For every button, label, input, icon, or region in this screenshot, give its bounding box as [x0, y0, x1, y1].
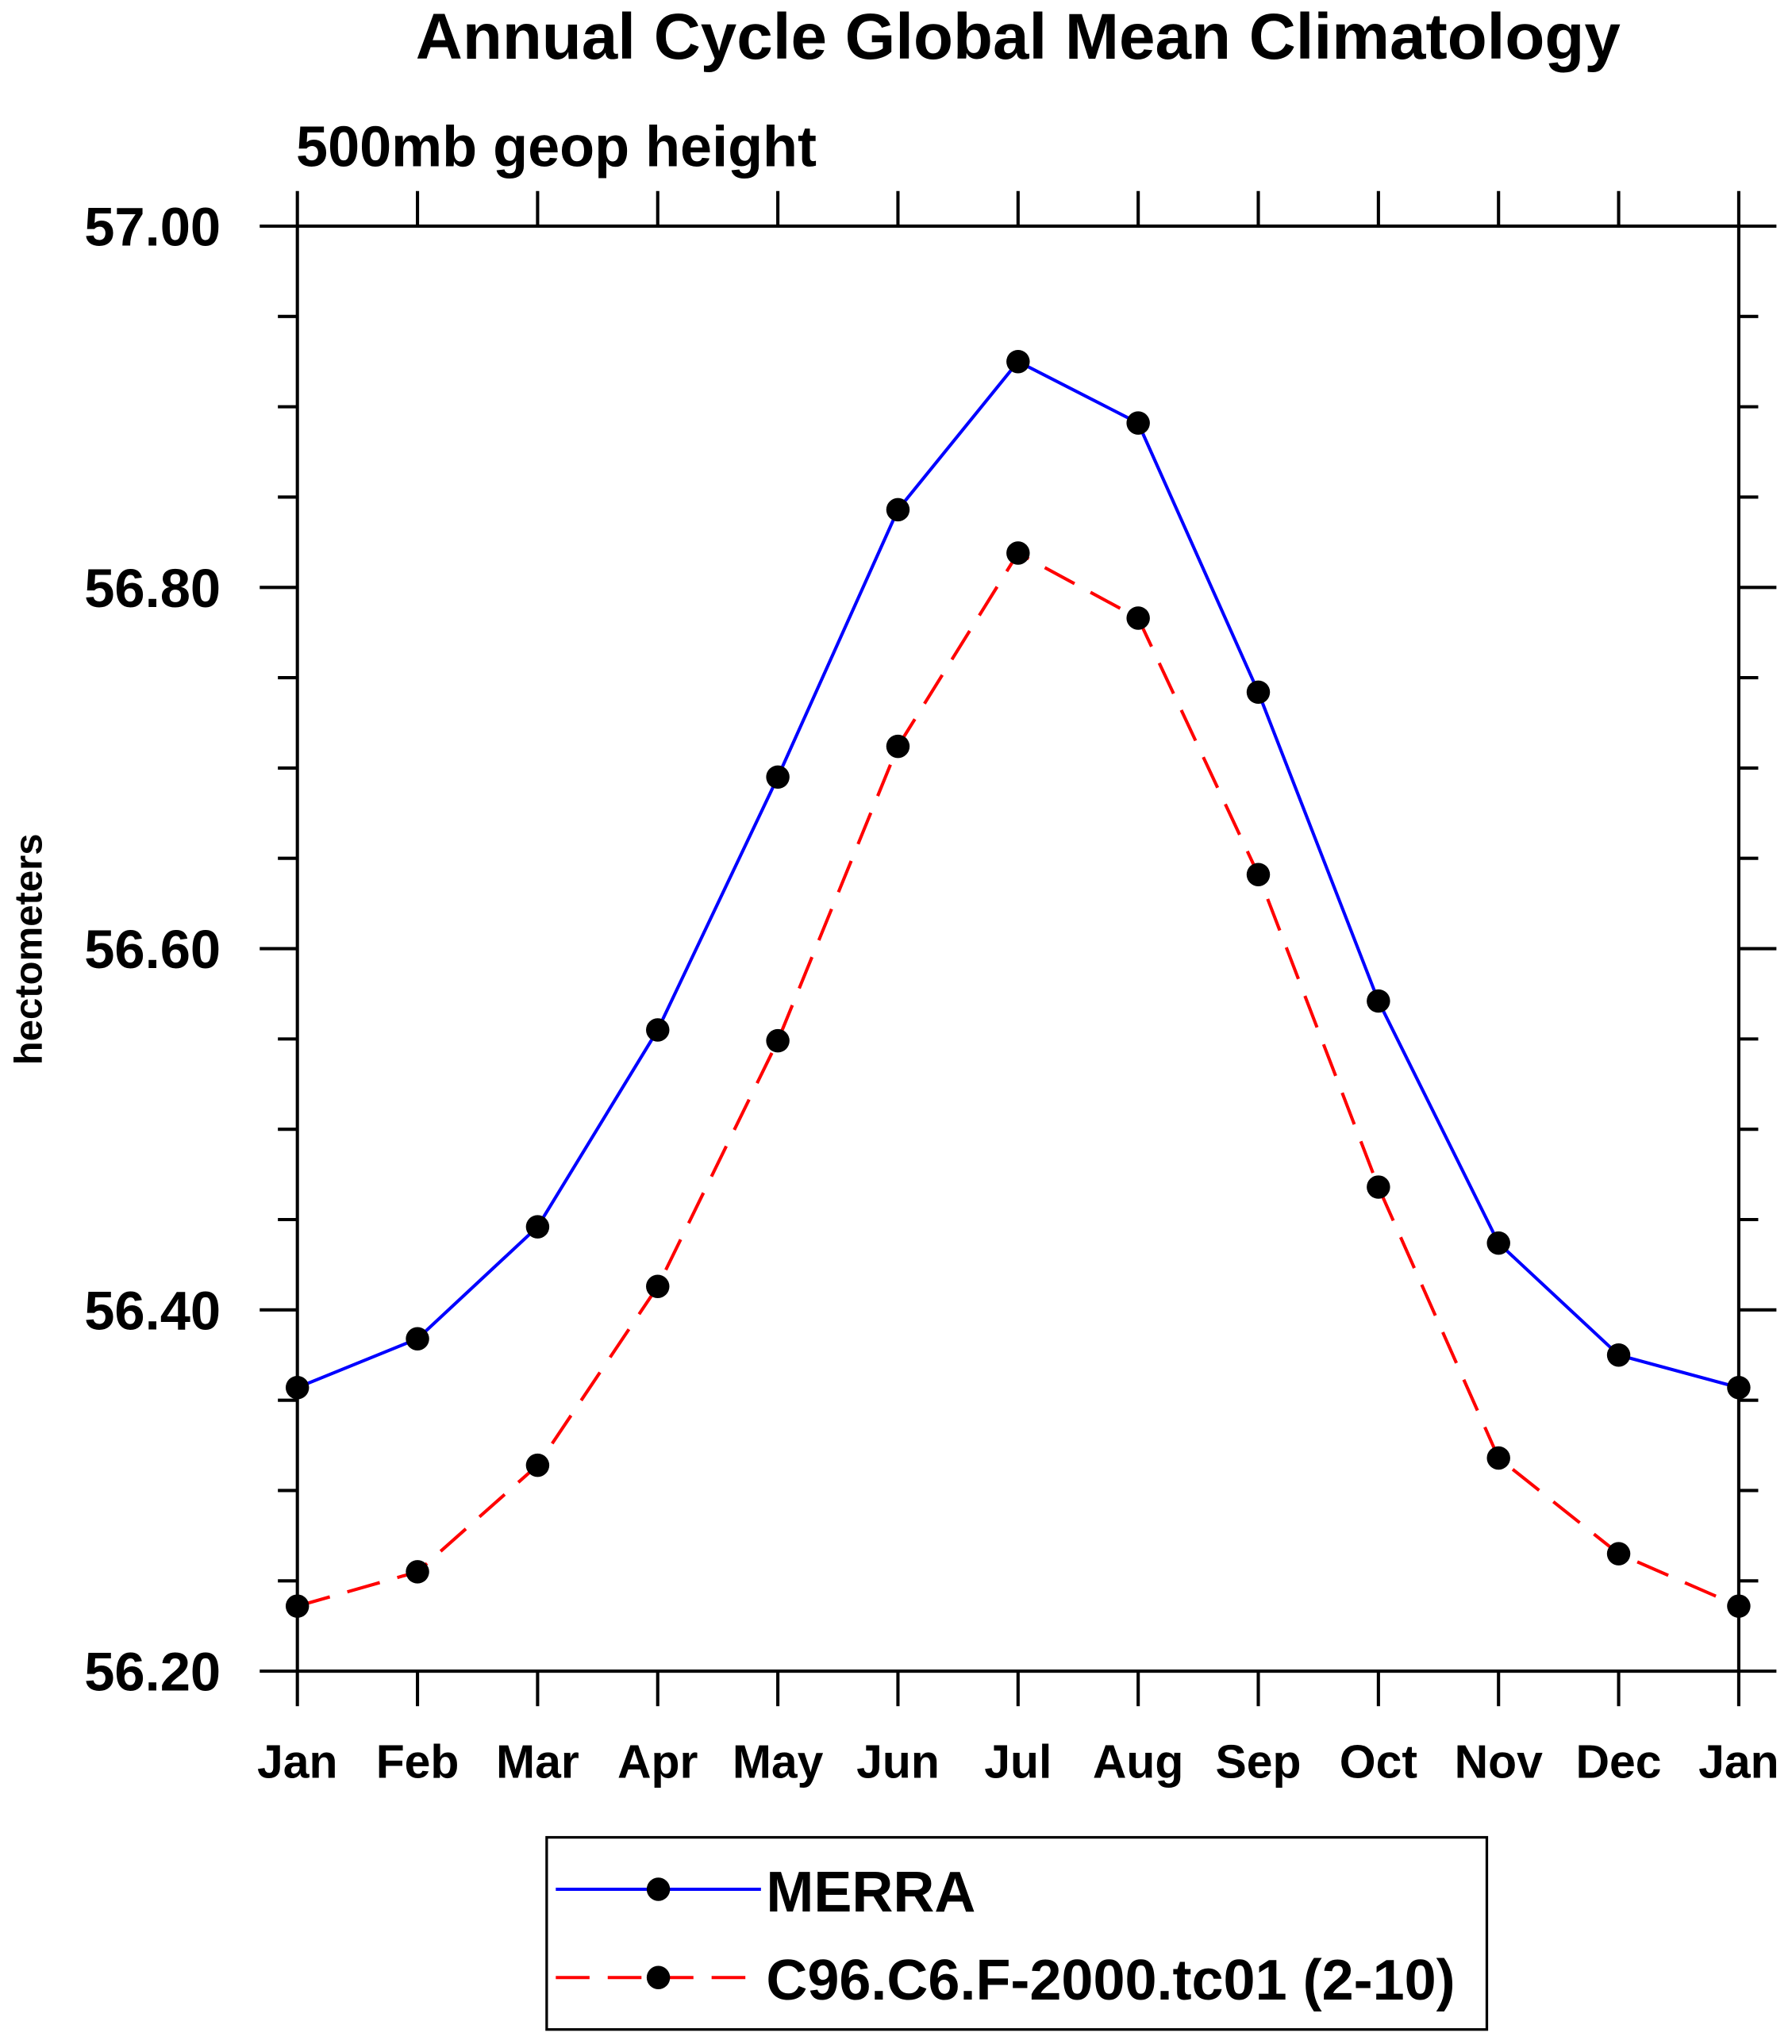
data-point-1	[1126, 606, 1150, 630]
legend-marker-model	[646, 1965, 671, 1989]
data-point-1	[1006, 541, 1030, 565]
data-point-1	[886, 734, 910, 759]
data-point-0	[406, 1327, 429, 1350]
series-line-0	[296, 359, 1740, 1389]
x-tick-label: Oct	[1340, 1736, 1417, 1788]
legend-label-merra: MERRA	[766, 1861, 975, 1924]
x-tick-label: Nov	[1455, 1736, 1544, 1788]
x-tick-label: Jan	[257, 1736, 337, 1788]
series-line-1	[297, 551, 1740, 1608]
chart-title: Annual Cycle Global Mean Climatology	[416, 1, 1621, 73]
x-tick-label: Mar	[496, 1736, 579, 1788]
data-point-0	[1606, 1343, 1631, 1367]
x-tick-label: Sep	[1216, 1736, 1302, 1788]
legend-label-model: C96.C6.F-2000.tc01 (2-10)	[766, 1949, 1455, 2012]
y-axis-label: hectometers	[7, 833, 50, 1065]
x-tick-label: Dec	[1576, 1736, 1662, 1788]
y-tick-label: 56.60	[84, 919, 221, 980]
data-point-1	[406, 1560, 429, 1584]
data-point-1	[285, 1594, 310, 1618]
plot-frame	[295, 224, 1740, 1673]
x-tick-label: Jul	[984, 1736, 1052, 1788]
x-tick-label: Apr	[617, 1736, 698, 1788]
data-point-0	[525, 1215, 550, 1239]
data-point-0	[1367, 989, 1390, 1013]
y-tick-label: 56.80	[84, 558, 221, 619]
data-point-0	[1727, 1375, 1751, 1400]
data-point-1	[1367, 1175, 1390, 1199]
data-point-0	[886, 498, 910, 522]
y-tick-label: 56.20	[84, 1642, 221, 1703]
data-point-1	[646, 1274, 670, 1298]
y-tick-label: 57.00	[84, 197, 221, 258]
data-point-0	[285, 1375, 310, 1400]
x-tick-label: Feb	[376, 1736, 460, 1788]
data-point-1	[1486, 1446, 1510, 1470]
chart-subtitle: 500mb geop height	[296, 116, 817, 179]
x-tick-label: Jan	[1698, 1736, 1779, 1788]
data-point-0	[766, 765, 790, 790]
x-tick-label: Jun	[856, 1736, 940, 1788]
data-point-0	[646, 1018, 670, 1042]
legend-marker-merra	[646, 1877, 671, 1901]
data-point-1	[1246, 863, 1271, 886]
legend: MERRA C96.C6.F-2000.tc01 (2-10)	[545, 1835, 1489, 2031]
y-tick-label: 56.40	[84, 1280, 221, 1341]
x-tick-label: Aug	[1093, 1736, 1183, 1788]
x-tick-label: May	[733, 1736, 824, 1788]
data-point-0	[1246, 680, 1271, 705]
data-point-0	[1126, 411, 1150, 435]
data-point-1	[1727, 1594, 1751, 1618]
data-point-1	[1606, 1542, 1631, 1566]
data-point-1	[766, 1028, 790, 1053]
legend-box	[545, 1835, 1489, 2031]
data-point-1	[525, 1453, 550, 1477]
data-point-0	[1486, 1231, 1510, 1255]
data-point-0	[1006, 349, 1030, 374]
